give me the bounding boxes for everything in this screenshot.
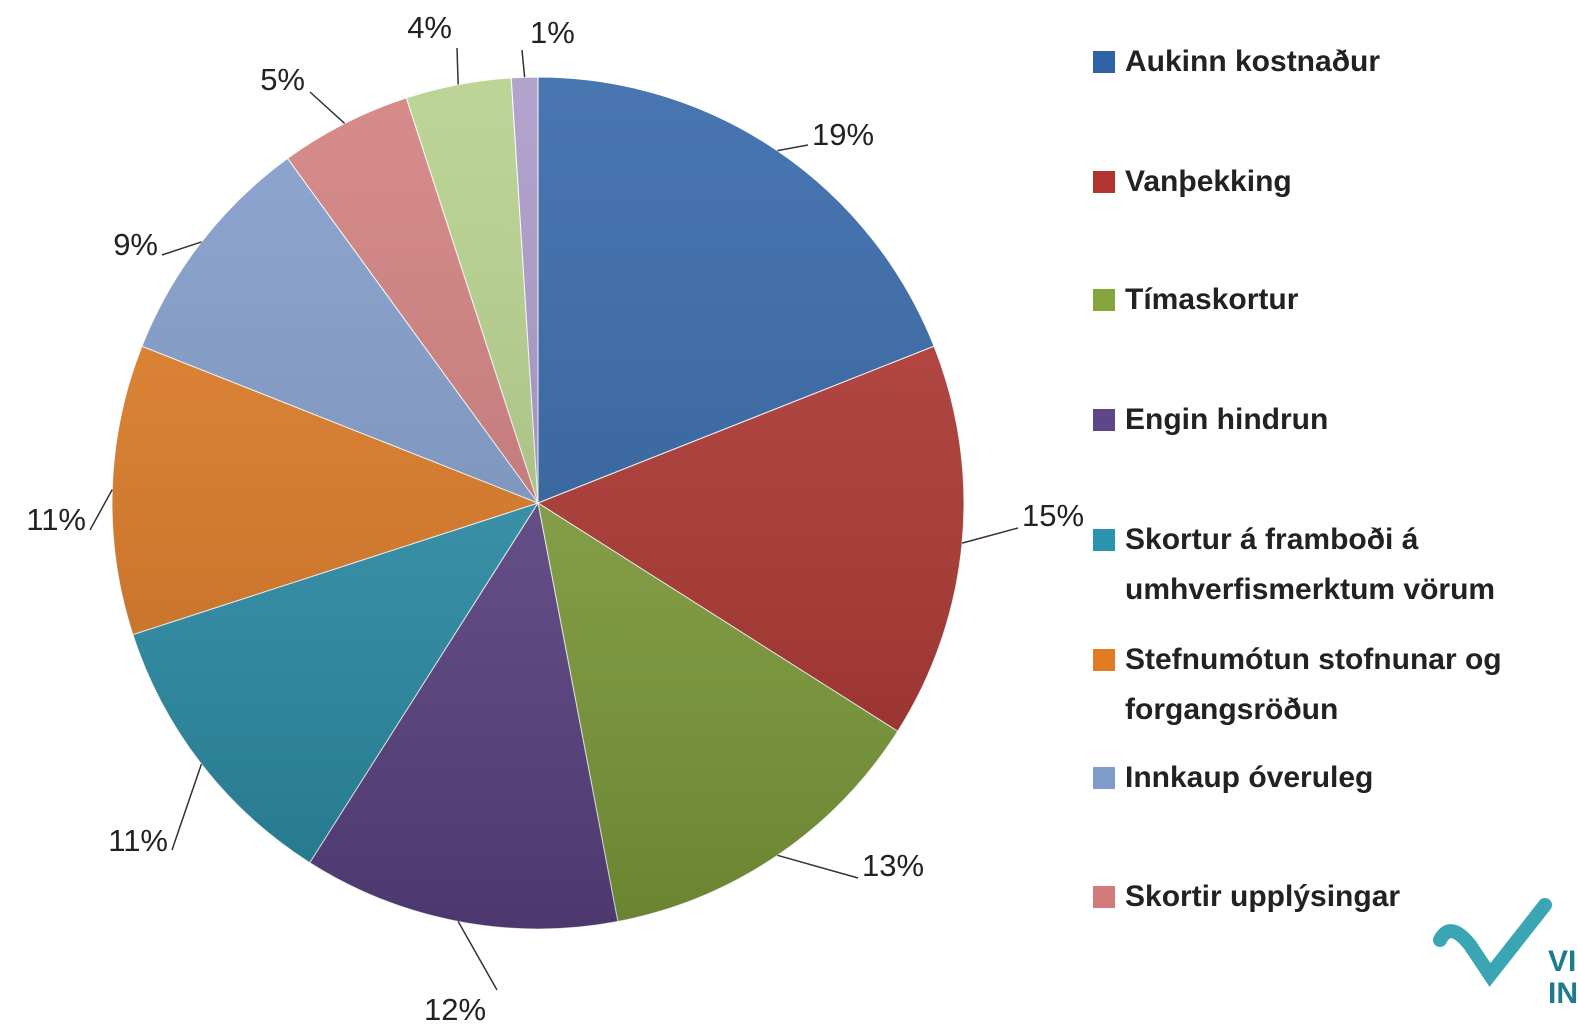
leader-line (89, 489, 113, 531)
legend-label: Stefnumótun stofnunar og forgangsröðun (1125, 643, 1502, 726)
logo-check (1433, 898, 1552, 987)
data-label: 15% (1022, 498, 1084, 533)
data-label: 4% (407, 10, 452, 45)
legend-swatch (1093, 886, 1115, 908)
data-label: 5% (260, 62, 305, 97)
legend-swatch (1093, 171, 1115, 193)
leader-line (171, 763, 203, 851)
leader-line (161, 241, 202, 256)
legend-swatch (1093, 289, 1115, 311)
legend-swatch (1093, 529, 1115, 551)
legend-label: Skortir upplýsingar (1125, 880, 1401, 913)
data-label: 12% (424, 992, 486, 1027)
leader-line (521, 49, 526, 78)
legend-swatch (1093, 51, 1115, 73)
data-label: 11% (26, 502, 86, 537)
leader-line (457, 921, 498, 991)
logo: VI IN (1433, 898, 1578, 1010)
data-label: 1% (530, 15, 575, 50)
leader-line (777, 144, 809, 152)
legend-swatch (1093, 767, 1115, 789)
logo-text: IN (1548, 977, 1578, 1010)
leader-line (309, 91, 346, 124)
data-label: 9% (113, 227, 158, 262)
pie (111, 76, 965, 930)
leader-line (961, 527, 1019, 544)
legend-label: Vanþekking (1125, 165, 1292, 198)
data-label: 19% (812, 117, 874, 152)
legend-label: Skortur á framboði á umhverfismerktum vö… (1125, 523, 1496, 606)
data-label: 11% (108, 823, 168, 858)
leader-line (456, 47, 459, 85)
data-label: 13% (862, 848, 924, 883)
legend-label: Engin hindrun (1125, 403, 1329, 436)
legend-swatch (1093, 649, 1115, 671)
leader-line (777, 854, 859, 879)
legend-label: Aukinn kostnaður (1125, 45, 1381, 78)
legend-label: Innkaup óveruleg (1125, 761, 1374, 794)
legend-label: Tímaskortur (1125, 283, 1299, 316)
logo-text: VI (1548, 945, 1576, 978)
legend-swatch (1093, 409, 1115, 431)
